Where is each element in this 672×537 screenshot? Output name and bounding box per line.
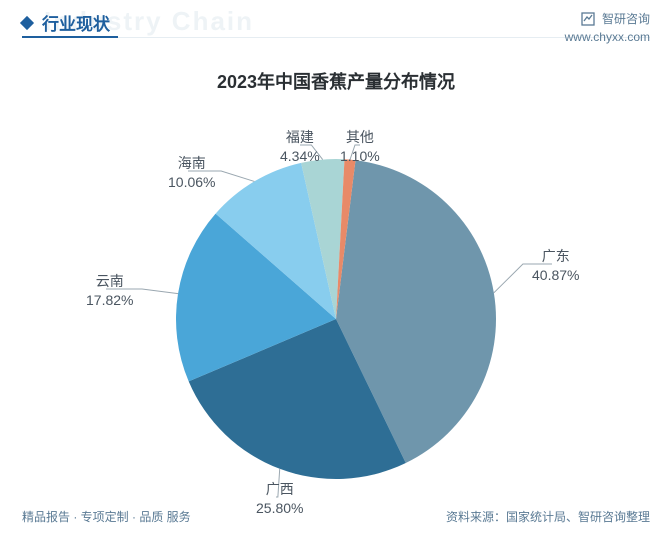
slice-label: 其他1.10% xyxy=(340,128,380,166)
slice-name: 海南 xyxy=(168,154,215,173)
slice-label: 海南10.06% xyxy=(168,154,215,192)
slice-name: 云南 xyxy=(86,272,133,291)
slice-percent: 40.87% xyxy=(532,266,579,285)
slice-percent: 10.06% xyxy=(168,173,215,192)
slice-name: 广西 xyxy=(256,480,303,499)
header-left: 行业现状 xyxy=(22,10,110,35)
slice-percent: 25.80% xyxy=(256,499,303,518)
slice-name: 其他 xyxy=(340,128,380,147)
header-underline xyxy=(22,36,118,38)
slice-label: 云南17.82% xyxy=(86,272,133,310)
chart-title: 2023年中国香蕉产量分布情况 xyxy=(0,68,672,94)
slice-name: 广东 xyxy=(532,247,579,266)
slice-name: 福建 xyxy=(280,128,320,147)
slice-label: 广东40.87% xyxy=(532,247,579,285)
section-label: 行业现状 xyxy=(42,10,110,35)
brand-icon xyxy=(580,11,596,27)
slice-percent: 4.34% xyxy=(280,147,320,166)
header-right: 智研咨询 www.chyxx.com xyxy=(565,10,650,46)
source-prefix: 资料来源： xyxy=(446,510,506,524)
footer-left: 精品报告 · 专项定制 · 品质 服务 xyxy=(22,508,191,525)
footer-right: 资料来源：国家统计局、智研咨询整理 xyxy=(446,508,650,525)
slice-label: 广西25.80% xyxy=(256,480,303,518)
page-header: 行业现状 智研咨询 www.chyxx.com xyxy=(0,0,672,46)
slice-percent: 1.10% xyxy=(340,147,380,166)
brand-name: 智研咨询 xyxy=(602,10,650,28)
slice-label: 福建4.34% xyxy=(280,128,320,166)
pie-chart: 广东40.87%广西25.80%云南17.82%海南10.06%福建4.34%其… xyxy=(0,94,672,504)
diamond-icon xyxy=(20,15,34,29)
brand-website: www.chyxx.com xyxy=(565,28,650,46)
slice-percent: 17.82% xyxy=(86,291,133,310)
source-list: 国家统计局、智研咨询整理 xyxy=(506,510,650,524)
